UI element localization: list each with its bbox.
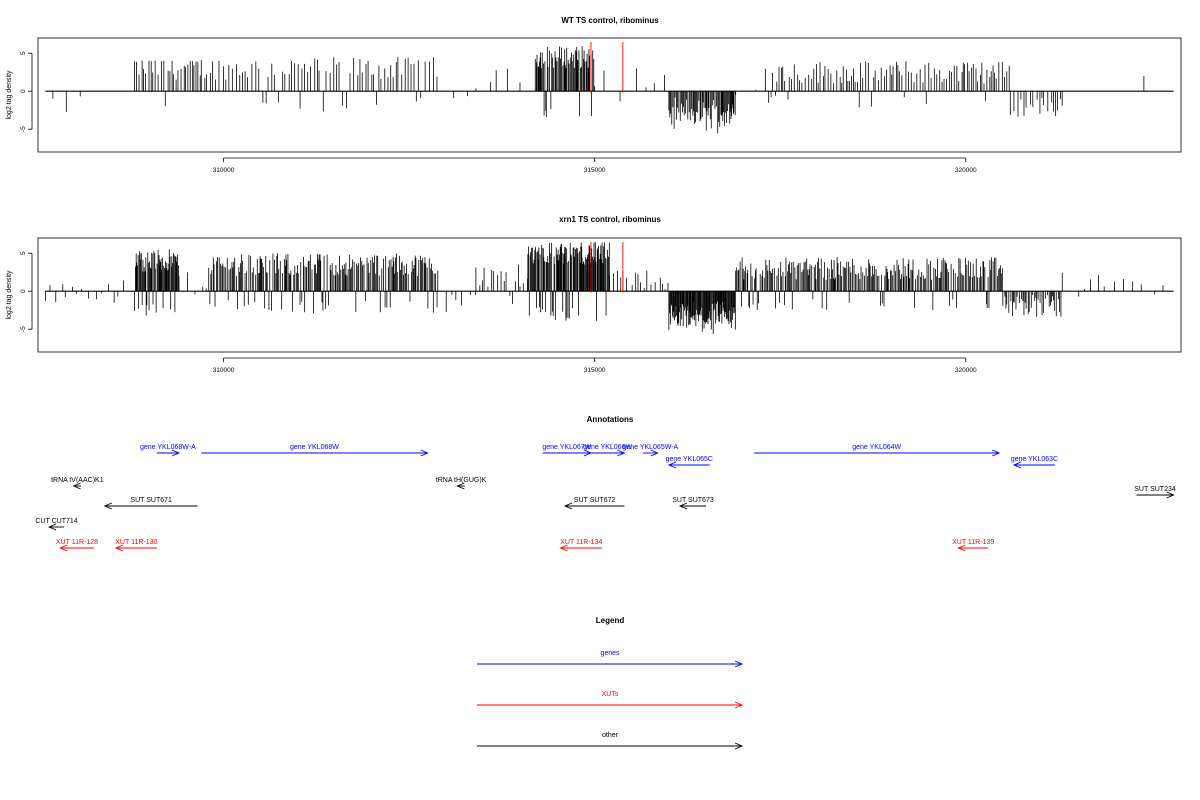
annotation-arrow-head — [563, 502, 573, 510]
annotation-feature: XUT 11R-134 — [559, 539, 602, 552]
annotation-arrow-head — [47, 523, 57, 531]
x-tick-label: 310000 — [213, 367, 235, 374]
legend-label: XUTs — [602, 691, 619, 698]
annotation-label: gene YKL063C — [1011, 456, 1058, 463]
legend-entry: XUTs — [477, 691, 744, 709]
annotation-label: gene YKL068W — [290, 444, 339, 451]
legend-entries: genes XUTs other — [477, 650, 744, 750]
annotation-feature: CUT CUT714 — [35, 518, 78, 531]
annotation-label: SUT SUT234 — [1134, 486, 1176, 493]
annotation-arrow-head — [617, 449, 626, 457]
annotation-feature: gene YKL065C — [666, 456, 713, 469]
annotation-arrow-head — [667, 461, 677, 469]
annotation-feature: SUT SUT234 — [1134, 486, 1176, 499]
coverage-bars — [45, 242, 1174, 334]
annotation-label: XUT 11R-128 — [56, 539, 98, 546]
x-tick-label: 320000 — [955, 367, 977, 374]
legend-arrow-head — [734, 701, 744, 709]
y-tick-label: 5 — [20, 251, 27, 255]
y-tick-label: 0 — [20, 289, 27, 293]
legend-arrow-head — [734, 742, 744, 750]
annotation-label: XUT 11R-139 — [952, 539, 994, 546]
annotation-feature: tRNA tV(AAC)K1 — [51, 477, 104, 490]
annotation-label: tRNA tH(GUG)K — [436, 477, 487, 484]
annotation-label: XUT 11R-130 — [115, 539, 157, 546]
annotation-label: CUT CUT714 — [35, 518, 77, 525]
x-tick-label: 320000 — [955, 167, 977, 174]
annotation-label: gene YKL067W — [542, 444, 591, 451]
annotation-label: gene YKL065W-A — [622, 444, 678, 451]
annotation-feature: tRNA tH(GUG)K — [436, 477, 487, 490]
y-tick-label: -5 — [20, 126, 27, 132]
annotation-label: XUT 11R-134 — [560, 539, 602, 546]
annotation-arrow-head — [420, 449, 429, 457]
x-tick-label: 315000 — [584, 367, 606, 374]
annotation-arrow-head — [114, 544, 124, 552]
xrn1-coverage-panel: xrn1 TS control, ribominus log2 tag dens… — [6, 215, 1182, 374]
coverage-bars — [45, 42, 1174, 134]
plot-frame — [37, 37, 1182, 153]
annotation-label: tRNA tV(AAC)K1 — [51, 477, 104, 484]
annotation-arrow-head — [103, 502, 112, 510]
annotation-feature: SUT SUT673 — [672, 497, 714, 510]
wt-coverage-panel: WT TS control, ribominus log2 tag densit… — [6, 16, 1182, 174]
annotation-feature: gene YKL066W — [583, 444, 632, 457]
y-tick-label: 0 — [20, 89, 27, 93]
annotation-arrow-head — [650, 449, 659, 457]
annotation-label: gene YKL064W — [852, 444, 901, 451]
panel-title: WT TS control, ribominus — [561, 16, 659, 25]
x-tick-label: 315000 — [584, 167, 606, 174]
legend: Legend genes XUTs other — [477, 616, 744, 750]
annotation-arrow-head — [59, 544, 68, 552]
annotations-track: Annotations gene YKL068W-A gene YKL068W ge… — [35, 415, 1176, 552]
annotation-feature: gene YKL063C — [1011, 456, 1058, 469]
axes: -5 0 5 310000 315000 320000 — [20, 51, 977, 174]
y-tick-label: -5 — [20, 326, 27, 332]
y-axis-label: log2 tag density — [6, 270, 13, 320]
annotation-feature: gene YKL065W-A — [622, 444, 679, 457]
annotation-features: gene YKL068W-A gene YKL068W gene YKL067Wge… — [35, 444, 1176, 552]
annotation-feature: SUT SUT671 — [103, 497, 198, 510]
annotation-label: SUT SUT672 — [574, 497, 616, 504]
annotation-arrow-head — [72, 482, 81, 490]
panel-title: xrn1 TS control, ribominus — [559, 215, 661, 224]
annotation-label: gene YKL066W — [583, 444, 632, 451]
annotation-arrow-head — [991, 449, 1001, 457]
axes: -5 0 5 310000 315000 320000 — [20, 251, 977, 374]
annotation-feature: XUT 11R-128 — [56, 539, 98, 552]
y-tick-label: 5 — [20, 51, 27, 55]
y-axis-label: log2 tag density — [6, 70, 13, 120]
legend-label: genes — [600, 650, 620, 657]
annotation-arrow-head — [456, 482, 465, 490]
annotation-arrow-head — [559, 544, 568, 552]
annotation-label: gene YKL068W-A — [140, 444, 196, 451]
x-tick-label: 310000 — [213, 167, 235, 174]
annotation-feature: gene YKL068W — [201, 444, 429, 457]
legend-title: Legend — [596, 616, 625, 625]
legend-entry: other — [477, 732, 744, 750]
annotation-feature: SUT SUT672 — [563, 497, 625, 510]
legend-arrow-head — [734, 660, 744, 668]
annotation-arrow-head — [957, 544, 966, 552]
annotation-feature: gene YKL068W-A — [140, 444, 196, 457]
annotations-title: Annotations — [587, 415, 634, 424]
annotation-arrow-head — [171, 449, 181, 457]
annotation-label: SUT SUT673 — [672, 497, 714, 504]
annotation-feature: XUT 11R-139 — [952, 539, 994, 552]
legend-label: other — [602, 732, 619, 739]
annotation-feature: gene YKL064W — [754, 444, 1001, 457]
legend-entry: genes — [477, 650, 744, 668]
annotation-feature: XUT 11R-130 — [114, 539, 158, 552]
annotation-label: gene YKL065C — [666, 456, 713, 463]
plot-frame — [37, 237, 1182, 353]
annotation-arrow-head — [1012, 461, 1022, 469]
annotation-label: SUT SUT671 — [130, 497, 172, 504]
annotation-arrow-head — [678, 502, 688, 510]
annotation-arrow-head — [1166, 491, 1175, 499]
